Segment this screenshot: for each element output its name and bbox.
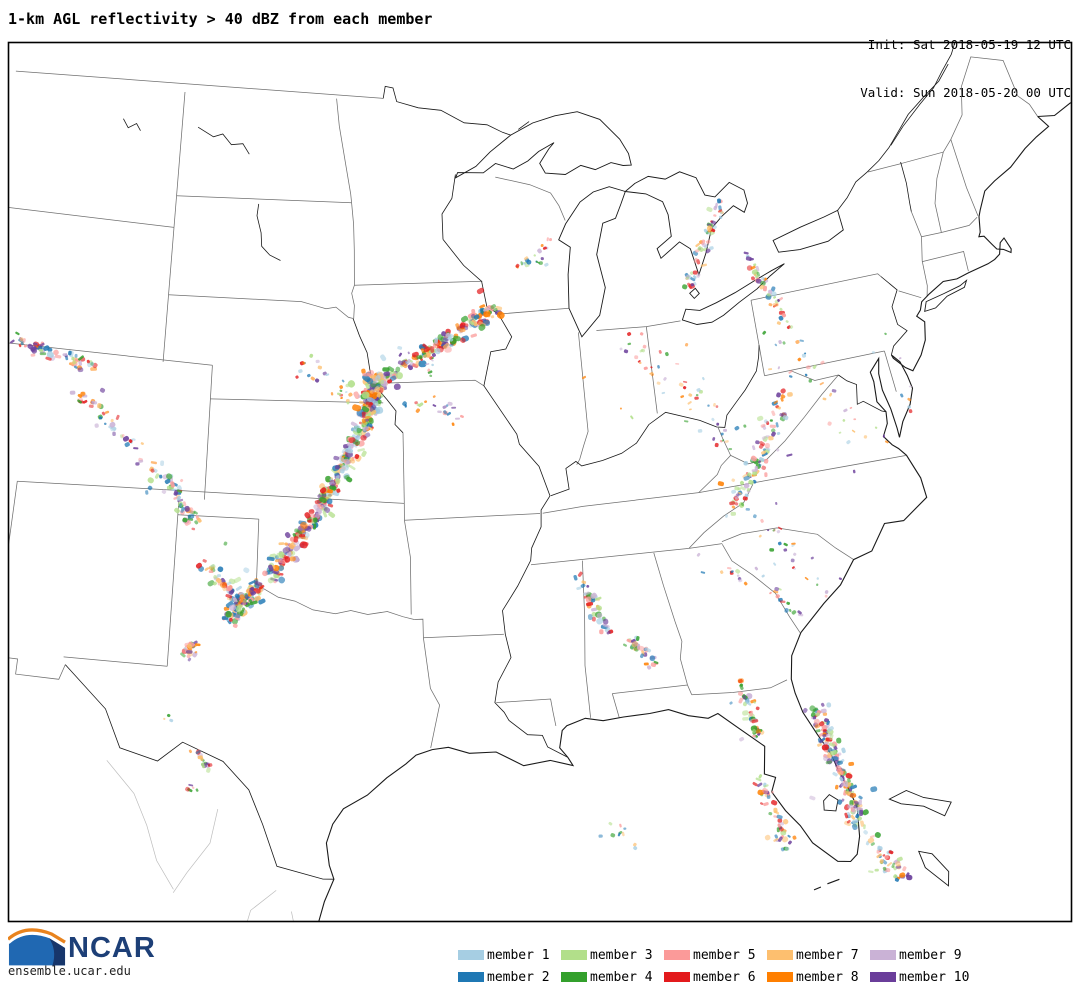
legend-item-member-5: member 5: [664, 944, 767, 966]
member-8-color-swatch: [767, 972, 793, 982]
member-9-color-swatch: [870, 950, 896, 960]
legend-label: member 9: [899, 947, 962, 963]
legend-label: member 7: [796, 947, 859, 963]
member-7-color-swatch: [767, 950, 793, 960]
legend-item-member-6: member 6: [664, 966, 767, 985]
state-borders: [9, 56, 1039, 748]
ncar-logo-text: NCAR: [68, 932, 156, 964]
legend-item-member-9: member 9: [870, 944, 973, 966]
legend-label: member 2: [487, 969, 550, 985]
legend: member 1 member 2 member 3 member 4 memb…: [458, 944, 973, 985]
ncar-logo: NCAR: [8, 926, 208, 982]
legend-item-member-4: member 4: [561, 966, 664, 985]
legend-column: member 3 member 4: [561, 944, 664, 985]
legend-column: member 5 member 6: [664, 944, 767, 985]
map-frame: [7, 41, 1073, 923]
page-title: 1-km AGL reflectivity > 40 dBZ from each…: [8, 10, 433, 28]
legend-label: member 5: [693, 947, 756, 963]
legend-item-member-8: member 8: [767, 966, 870, 985]
legend-column: member 9 member 10: [870, 944, 973, 985]
legend-item-member-10: member 10: [870, 966, 973, 985]
member-5-color-swatch: [664, 950, 690, 960]
legend-item-member-1: member 1: [458, 944, 561, 966]
init-time: Init: Sat 2018-05-19 12 UTC: [867, 37, 1071, 52]
member-6-color-swatch: [664, 972, 690, 982]
lakes: [454, 111, 968, 887]
legend-label: member 4: [590, 969, 653, 985]
site-url: ensemble.ucar.edu: [8, 964, 131, 978]
map-layers: [9, 43, 1071, 921]
legend-item-member-7: member 7: [767, 944, 870, 966]
legend-column: member 7 member 8: [767, 944, 870, 985]
member-10-color-swatch: [870, 972, 896, 982]
member-2-color-swatch: [458, 972, 484, 982]
ncar-logo-icon: [8, 928, 66, 966]
legend-label: member 10: [899, 969, 970, 985]
legend-label: member 3: [590, 947, 653, 963]
legend-label: member 8: [796, 969, 859, 985]
legend-item-member-3: member 3: [561, 944, 664, 966]
reflectivity-dots: [9, 198, 913, 882]
legend-item-member-2: member 2: [458, 966, 561, 985]
coastline: [318, 102, 1071, 921]
member-4-color-swatch: [561, 972, 587, 982]
member-3-color-swatch: [561, 950, 587, 960]
legend-label: member 1: [487, 947, 550, 963]
member-1-color-swatch: [458, 950, 484, 960]
legend-column: member 1 member 2: [458, 944, 561, 985]
legend-label: member 6: [693, 969, 756, 985]
